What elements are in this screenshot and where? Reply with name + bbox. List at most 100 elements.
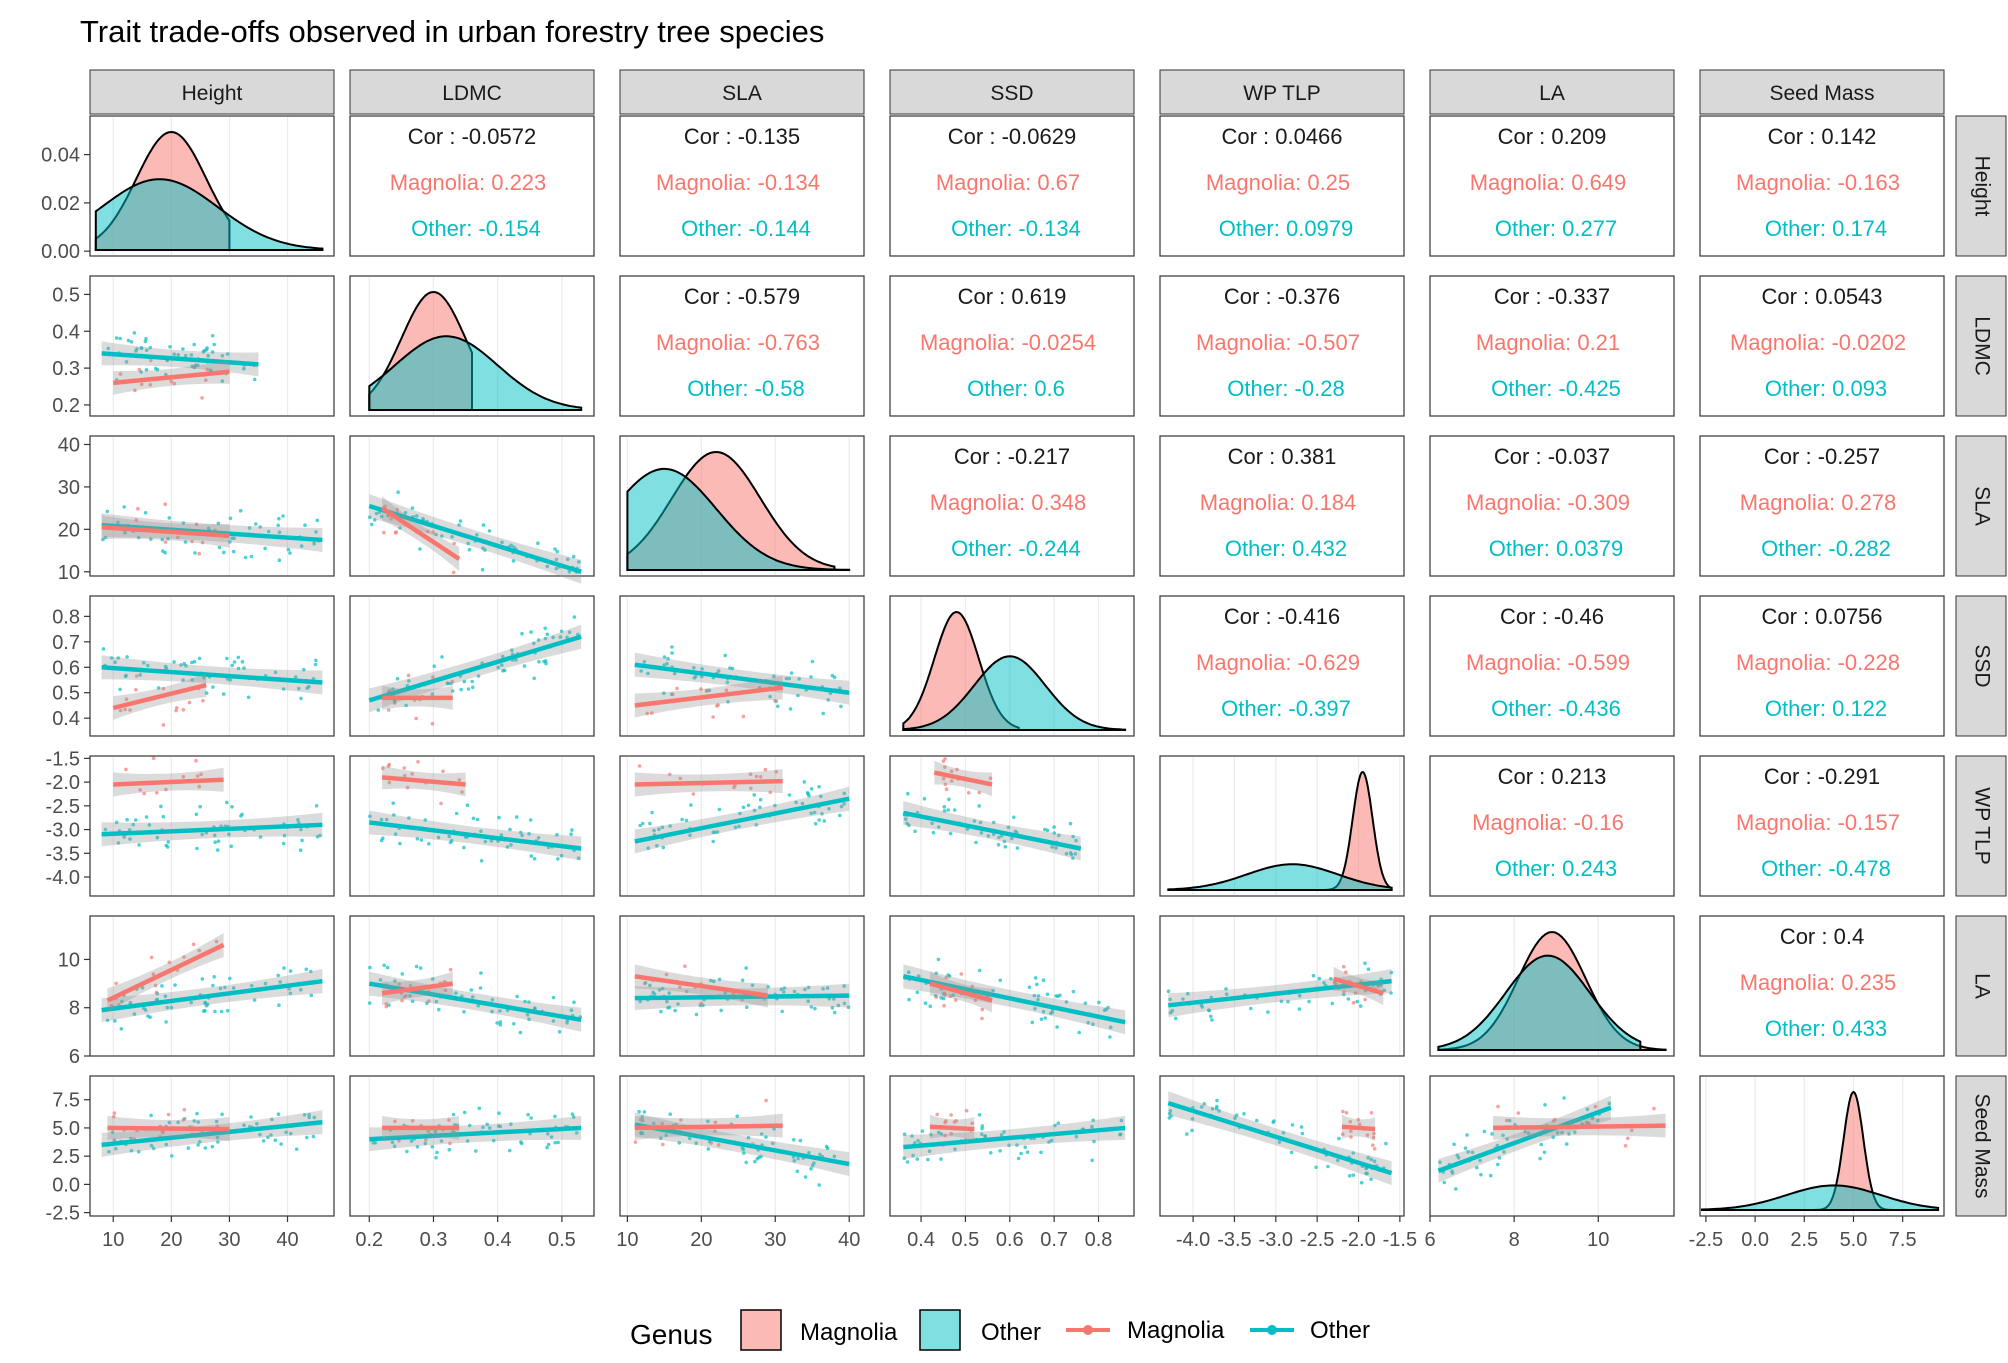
density-other (1437, 954, 1642, 1051)
scatter-point-other (549, 1135, 554, 1139)
scatter-point-magnolia (427, 999, 431, 1003)
scatter-point-other (311, 1134, 316, 1139)
scatter-point-other (246, 695, 251, 700)
x-tick-label-wp-tlp: -2.5 (1300, 1229, 1334, 1251)
scatter-point-other (151, 1146, 156, 1151)
panel-wp-tlp-height (89, 755, 335, 897)
scatter-point-magnolia (405, 785, 410, 790)
scatter-point-other (211, 983, 215, 988)
scatter-point-other (1272, 1119, 1276, 1123)
scatter-point-other (203, 1001, 207, 1005)
legend-label-magnolia-line: Magnolia (1127, 1317, 1225, 1344)
cor-other: Other: 0.243 (1495, 856, 1617, 881)
scatter-point-other (668, 1112, 672, 1116)
scatter-point-other (498, 1020, 503, 1024)
scatter-point-other (830, 1005, 835, 1010)
scatter-point-other (1019, 1151, 1023, 1156)
scatter-point-other (1091, 1022, 1095, 1026)
scatter-point-other (471, 685, 475, 690)
scatter-point-other (258, 525, 263, 529)
legend-point-magnolia (1083, 1325, 1093, 1335)
scatter-point-other (1202, 1102, 1207, 1106)
strip-top-label: SLA (722, 82, 762, 105)
scatter-point-magnolia (111, 1114, 116, 1119)
scatter-point-other (215, 1135, 220, 1140)
scatter-point-other (532, 676, 536, 681)
scatter-point-magnolia (133, 388, 137, 393)
cor-overall: Cor : -0.217 (954, 444, 1070, 469)
scatter-point-other (454, 811, 459, 816)
scatter-point-magnolia (944, 787, 949, 791)
scatter-point-other (194, 812, 199, 817)
scatter-point-magnolia (941, 759, 946, 764)
scatter-point-other (719, 1008, 723, 1013)
scatter-point-other (642, 1110, 647, 1114)
scatter-point-other (477, 1106, 482, 1111)
scatter-point-magnolia (1652, 1106, 1656, 1111)
panel-border (1699, 595, 1945, 737)
panel-sla-height (89, 435, 335, 577)
scatter-point-magnolia (943, 782, 948, 787)
scatter-point-other (511, 559, 516, 563)
scatter-point-other (1249, 1006, 1253, 1011)
scatter-point-other (242, 1123, 246, 1127)
scatter-point-other (129, 1148, 134, 1153)
scatter-point-other (934, 971, 939, 976)
scatter-point-other (136, 535, 141, 540)
regression-line-magnolia (381, 981, 454, 996)
scatter-point-other (913, 829, 917, 834)
scatter-point-other (1170, 1008, 1175, 1013)
scatter-point-other (450, 535, 454, 539)
scatter-point-other (813, 821, 818, 826)
scatter-point-other (454, 991, 458, 995)
scatter-point-other (711, 830, 716, 835)
scatter-point-other (657, 827, 661, 832)
scatter-point-other (423, 1141, 428, 1146)
scatter-point-other (132, 1012, 137, 1016)
scatter-point-magnolia (988, 776, 993, 780)
scatter-point-other (846, 1005, 851, 1009)
scatter-point-magnolia (954, 1119, 959, 1123)
scatter-point-other (181, 347, 185, 351)
scatter-point-other (1307, 999, 1311, 1004)
scatter-point-other (219, 1009, 224, 1014)
scatter-point-other (780, 1009, 784, 1014)
scatter-point-other (551, 995, 556, 1000)
scatter-point-other (1289, 1150, 1294, 1155)
scatter-point-other (764, 1135, 768, 1139)
scatter-point-other (905, 1160, 910, 1164)
x-tick-label-wp-tlp: -1.5 (1383, 1229, 1417, 1251)
scatter-point-other (1466, 1150, 1470, 1154)
scatter-point-other (912, 1141, 917, 1145)
strip-right-la (1955, 915, 2007, 1057)
scatter-point-other (440, 534, 444, 538)
scatter-point-other (218, 986, 223, 991)
scatter-point-other (514, 815, 519, 819)
panel-height-ldmc: Cor : -0.0572 Magnolia: 0.223 Other: -0.15… (349, 115, 595, 257)
regression-line-other (101, 665, 323, 685)
cor-other: Other: 0.433 (1765, 1016, 1887, 1041)
scatter-point-other (1463, 1146, 1468, 1150)
scatter-point-other (445, 681, 450, 685)
scatter-point-other (254, 522, 258, 526)
y-tick-label-wp-tlp: -3.5 (46, 843, 80, 865)
scatter-point-other (1523, 1130, 1527, 1134)
scatter-point-other (661, 845, 666, 850)
scatter-point-other (1366, 1156, 1370, 1160)
scatter-point-other (378, 978, 383, 982)
scatter-point-other (217, 545, 222, 550)
cor-other: Other: -0.436 (1491, 696, 1621, 721)
scatter-point-other (318, 833, 322, 838)
y-tick-label-ssd: 0.5 (52, 683, 80, 705)
scatter-point-other (1207, 1008, 1211, 1013)
scatter-point-other (216, 839, 221, 843)
cor-magnolia: Magnolia: 0.25 (1206, 170, 1350, 195)
legend-title: Genus (630, 1319, 713, 1350)
panel-border (889, 435, 1135, 577)
scatter-point-other (149, 1143, 154, 1148)
scatter-point-other (1173, 1016, 1178, 1021)
regression-line-other (101, 351, 259, 367)
scatter-point-other (806, 999, 810, 1003)
panel-ssd-la: Cor : -0.46 Magnolia: -0.599 Other: -0.436 (1429, 595, 1675, 737)
scatter-point-other (144, 368, 149, 372)
